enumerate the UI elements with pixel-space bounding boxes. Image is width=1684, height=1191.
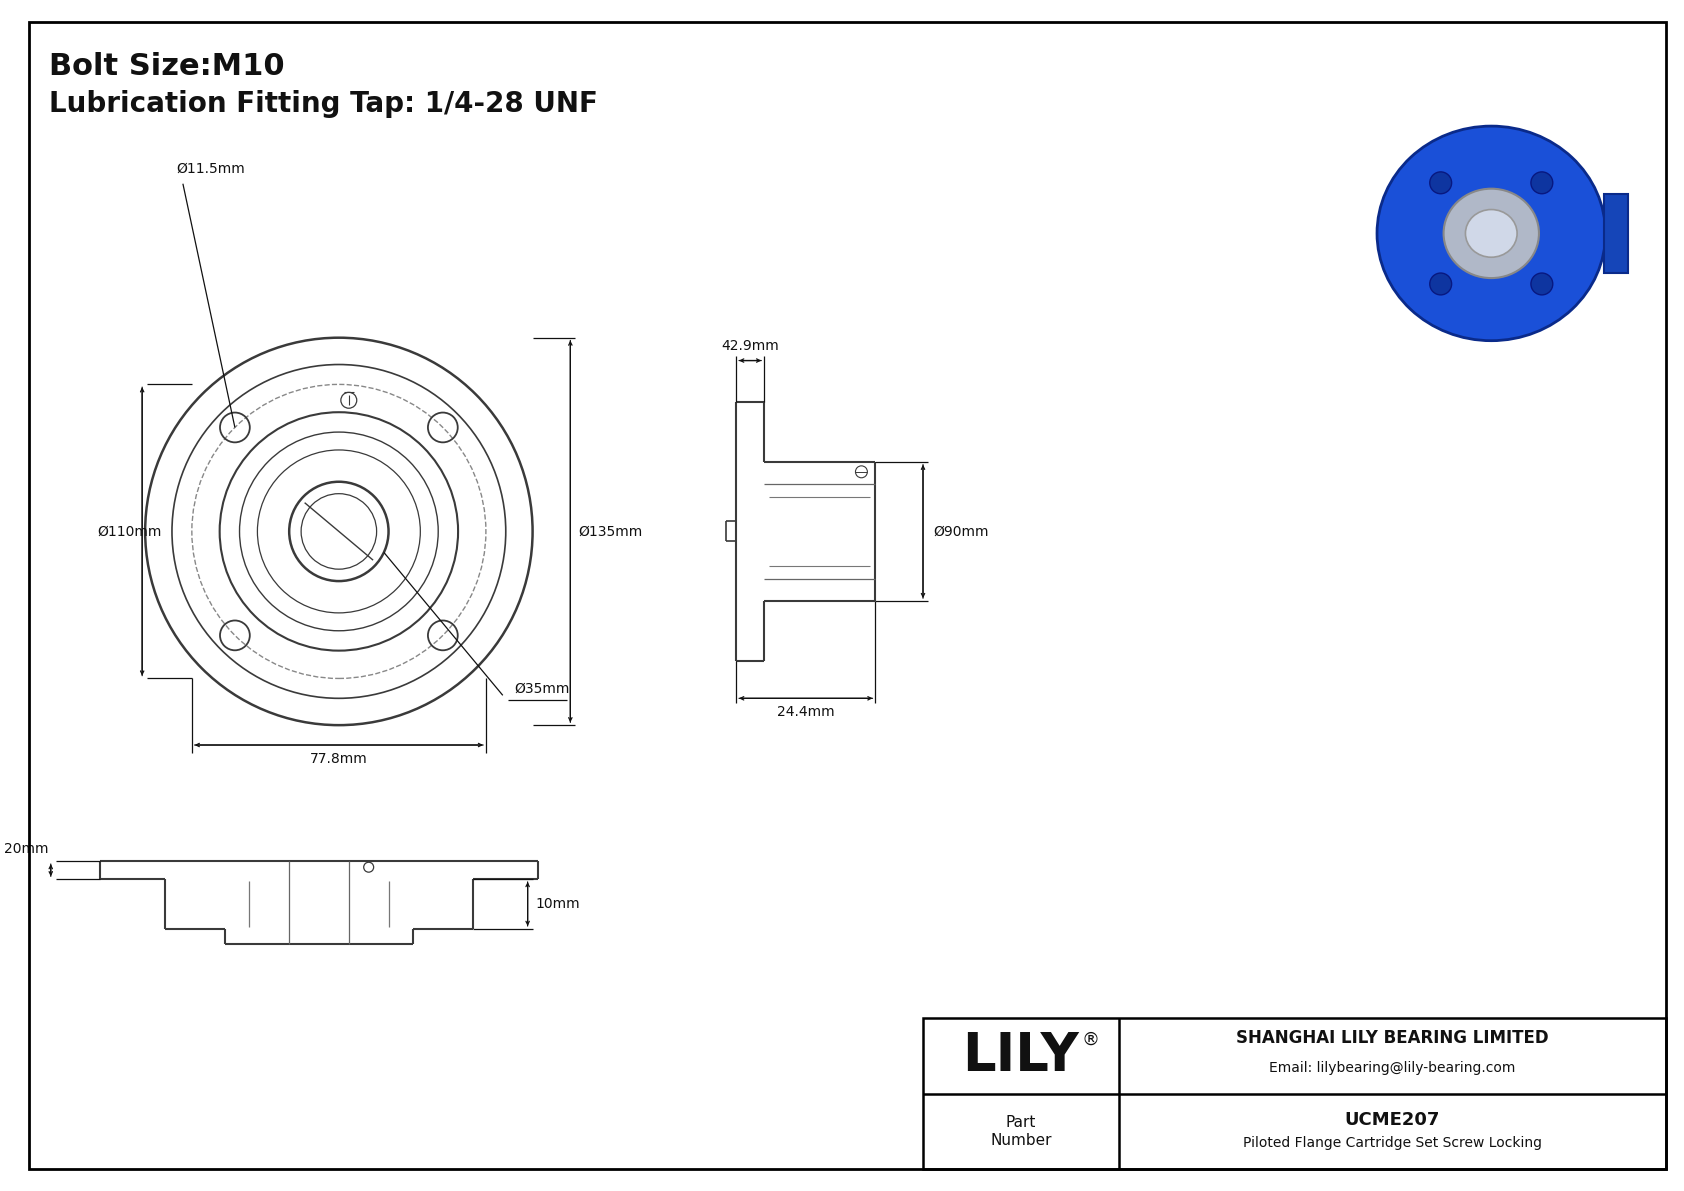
Text: Ø135mm: Ø135mm	[578, 524, 643, 538]
Text: Ø11.5mm: Ø11.5mm	[175, 162, 244, 176]
Text: 20mm: 20mm	[5, 842, 49, 856]
Circle shape	[1430, 172, 1452, 194]
Text: 24.4mm: 24.4mm	[776, 705, 835, 719]
Text: Part
Number: Part Number	[990, 1115, 1051, 1148]
Text: Piloted Flange Cartridge Set Screw Locking: Piloted Flange Cartridge Set Screw Locki…	[1243, 1136, 1543, 1151]
Text: Lubrication Fitting Tap: 1/4-28 UNF: Lubrication Fitting Tap: 1/4-28 UNF	[49, 91, 598, 118]
Text: LILY: LILY	[963, 1030, 1079, 1081]
Ellipse shape	[1378, 126, 1605, 341]
Text: SHANGHAI LILY BEARING LIMITED: SHANGHAI LILY BEARING LIMITED	[1236, 1029, 1549, 1047]
Text: Bolt Size:M10: Bolt Size:M10	[49, 52, 285, 81]
Text: Email: lilybearing@lily-bearing.com: Email: lilybearing@lily-bearing.com	[1270, 1061, 1516, 1075]
Text: Ø110mm: Ø110mm	[98, 524, 162, 538]
Circle shape	[1430, 273, 1452, 295]
Ellipse shape	[1443, 188, 1539, 278]
Text: 42.9mm: 42.9mm	[721, 338, 780, 353]
Circle shape	[1531, 172, 1553, 194]
Circle shape	[1531, 273, 1553, 295]
Text: 77.8mm: 77.8mm	[310, 752, 367, 766]
Bar	[1603, 194, 1628, 273]
Text: ®: ®	[1081, 1031, 1100, 1049]
Text: UCME207: UCME207	[1346, 1110, 1440, 1129]
Text: Ø90mm: Ø90mm	[933, 524, 989, 538]
Ellipse shape	[1465, 210, 1517, 257]
Bar	[923, 1018, 1665, 1170]
Text: 10mm: 10mm	[536, 897, 581, 911]
Text: Ø35mm: Ø35mm	[514, 681, 569, 696]
